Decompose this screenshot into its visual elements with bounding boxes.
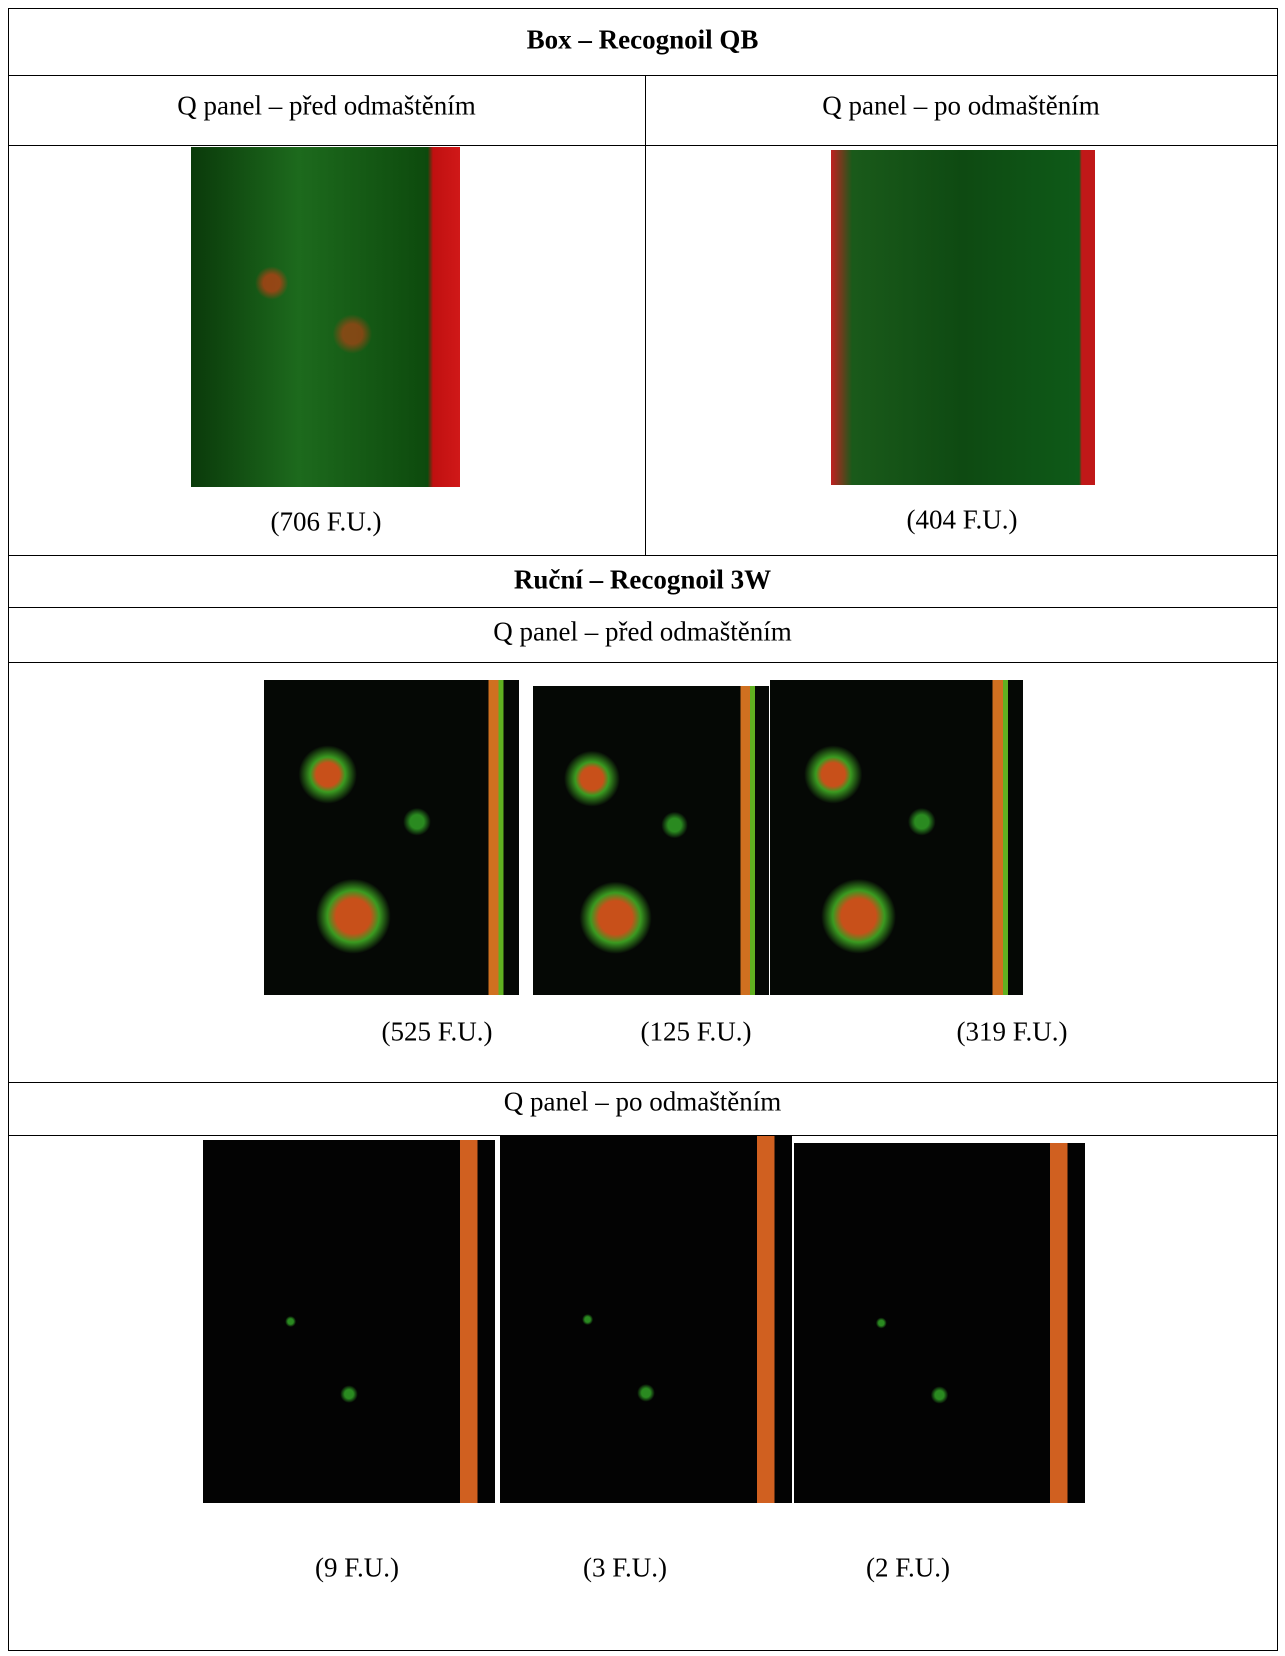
image-caption: (125 F.U.): [640, 1016, 752, 1047]
image-caption: (404 F.U.): [906, 504, 1018, 535]
table-border: [645, 75, 646, 555]
table-border: [1277, 8, 1278, 1651]
image-caption: (9 F.U.): [314, 1552, 400, 1583]
table-border: [8, 75, 1278, 76]
table-border: [8, 607, 1278, 608]
image-caption: (3 F.U.): [582, 1552, 668, 1583]
thermal-image: [831, 150, 1095, 485]
section-title: Ruční – Recognoil 3W: [513, 564, 772, 595]
table-border: [8, 8, 9, 1651]
table-border: [8, 1135, 1278, 1136]
thermal-image: [770, 680, 1023, 995]
column-header: Q panel – před odmaštěním: [177, 90, 476, 121]
thermal-image: [533, 686, 769, 995]
table-border: [8, 662, 1278, 663]
thermal-image: [500, 1136, 792, 1503]
image-caption: (319 F.U.): [956, 1016, 1068, 1047]
table-border: [8, 1082, 1278, 1083]
row-header: Q panel – před odmaštěním: [493, 616, 792, 647]
thermal-image: [203, 1140, 495, 1503]
row-header: Q panel – po odmaštěním: [503, 1086, 782, 1117]
thermal-image: [191, 147, 460, 487]
thermal-image: [264, 680, 519, 995]
image-caption: (525 F.U.): [381, 1016, 493, 1047]
table-border: [8, 8, 1278, 9]
table-border: [8, 145, 1278, 146]
table-border: [8, 555, 1278, 556]
image-caption: (706 F.U.): [270, 506, 382, 537]
thermal-image: [794, 1143, 1085, 1503]
table-border: [8, 1650, 1278, 1651]
section-title: Box – Recognoil QB: [526, 24, 759, 55]
image-caption: (2 F.U.): [865, 1552, 951, 1583]
column-header: Q panel – po odmaštěním: [822, 90, 1100, 121]
